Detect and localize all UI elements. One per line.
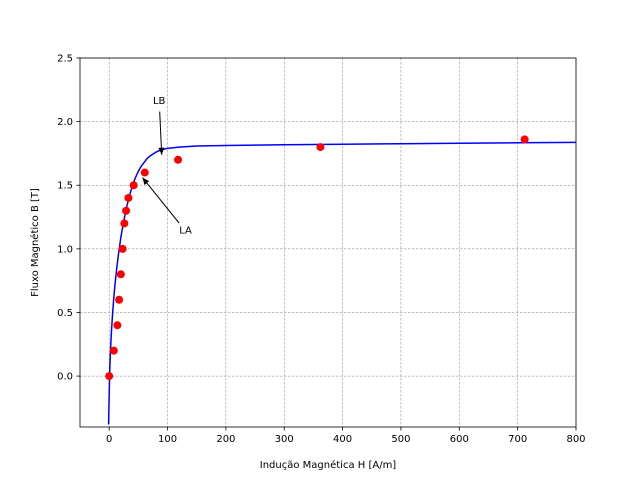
data-point [105,372,114,381]
annotation-arrow-line [142,177,180,224]
annotations: LB LA [142,96,192,237]
annotation-arrow-head [158,147,165,155]
data-point [124,193,133,202]
x-tick-label: 500 [391,434,410,445]
annotation-arrow-line [159,111,163,155]
y-tick-label: 1.5 [57,181,73,192]
y-tick-label: 0.5 [57,308,73,319]
data-point [174,155,183,164]
x-tick-label: 600 [450,434,469,445]
fit-curve-line [107,141,576,425]
data-point [140,168,149,177]
data-point [115,295,124,304]
data-point [129,181,138,190]
y-tick-label: 2.5 [57,54,73,65]
annotation-label: LB [153,96,166,107]
plot-frame [79,57,577,428]
plot-area [80,58,576,427]
data-point [520,135,529,144]
x-tick-label: 100 [158,434,177,445]
data-point [116,270,125,279]
x-tick-label: 200 [216,434,235,445]
y-tick-label: 1.0 [57,244,73,255]
plot-content [105,135,576,425]
data-point [120,219,129,228]
data-points [105,135,529,381]
data-point [118,244,127,253]
y-axis-label: Fluxo Magnético B [T] [29,188,41,297]
data-point [316,143,325,152]
x-tick-label: 700 [508,434,527,445]
x-tick-label: 0 [106,434,112,445]
data-point [122,206,131,215]
data-point [113,321,122,330]
x-axis-ticks: 0 100 200 300 400 500 600 700 800 [106,427,586,445]
x-tick-label: 400 [333,434,352,445]
data-point [109,346,118,355]
y-tick-label: 2.0 [57,117,73,128]
y-axis-ticks: 0.0 0.5 1.0 1.5 2.0 2.5 [57,54,80,383]
x-tick-label: 800 [566,434,585,445]
annotation-arrow-head [142,177,150,185]
annotation-label: LA [179,226,192,237]
x-axis-label: Indução Magnética H [A/m] [260,459,397,471]
x-tick-label: 300 [275,434,294,445]
y-tick-label: 0.0 [57,372,73,383]
